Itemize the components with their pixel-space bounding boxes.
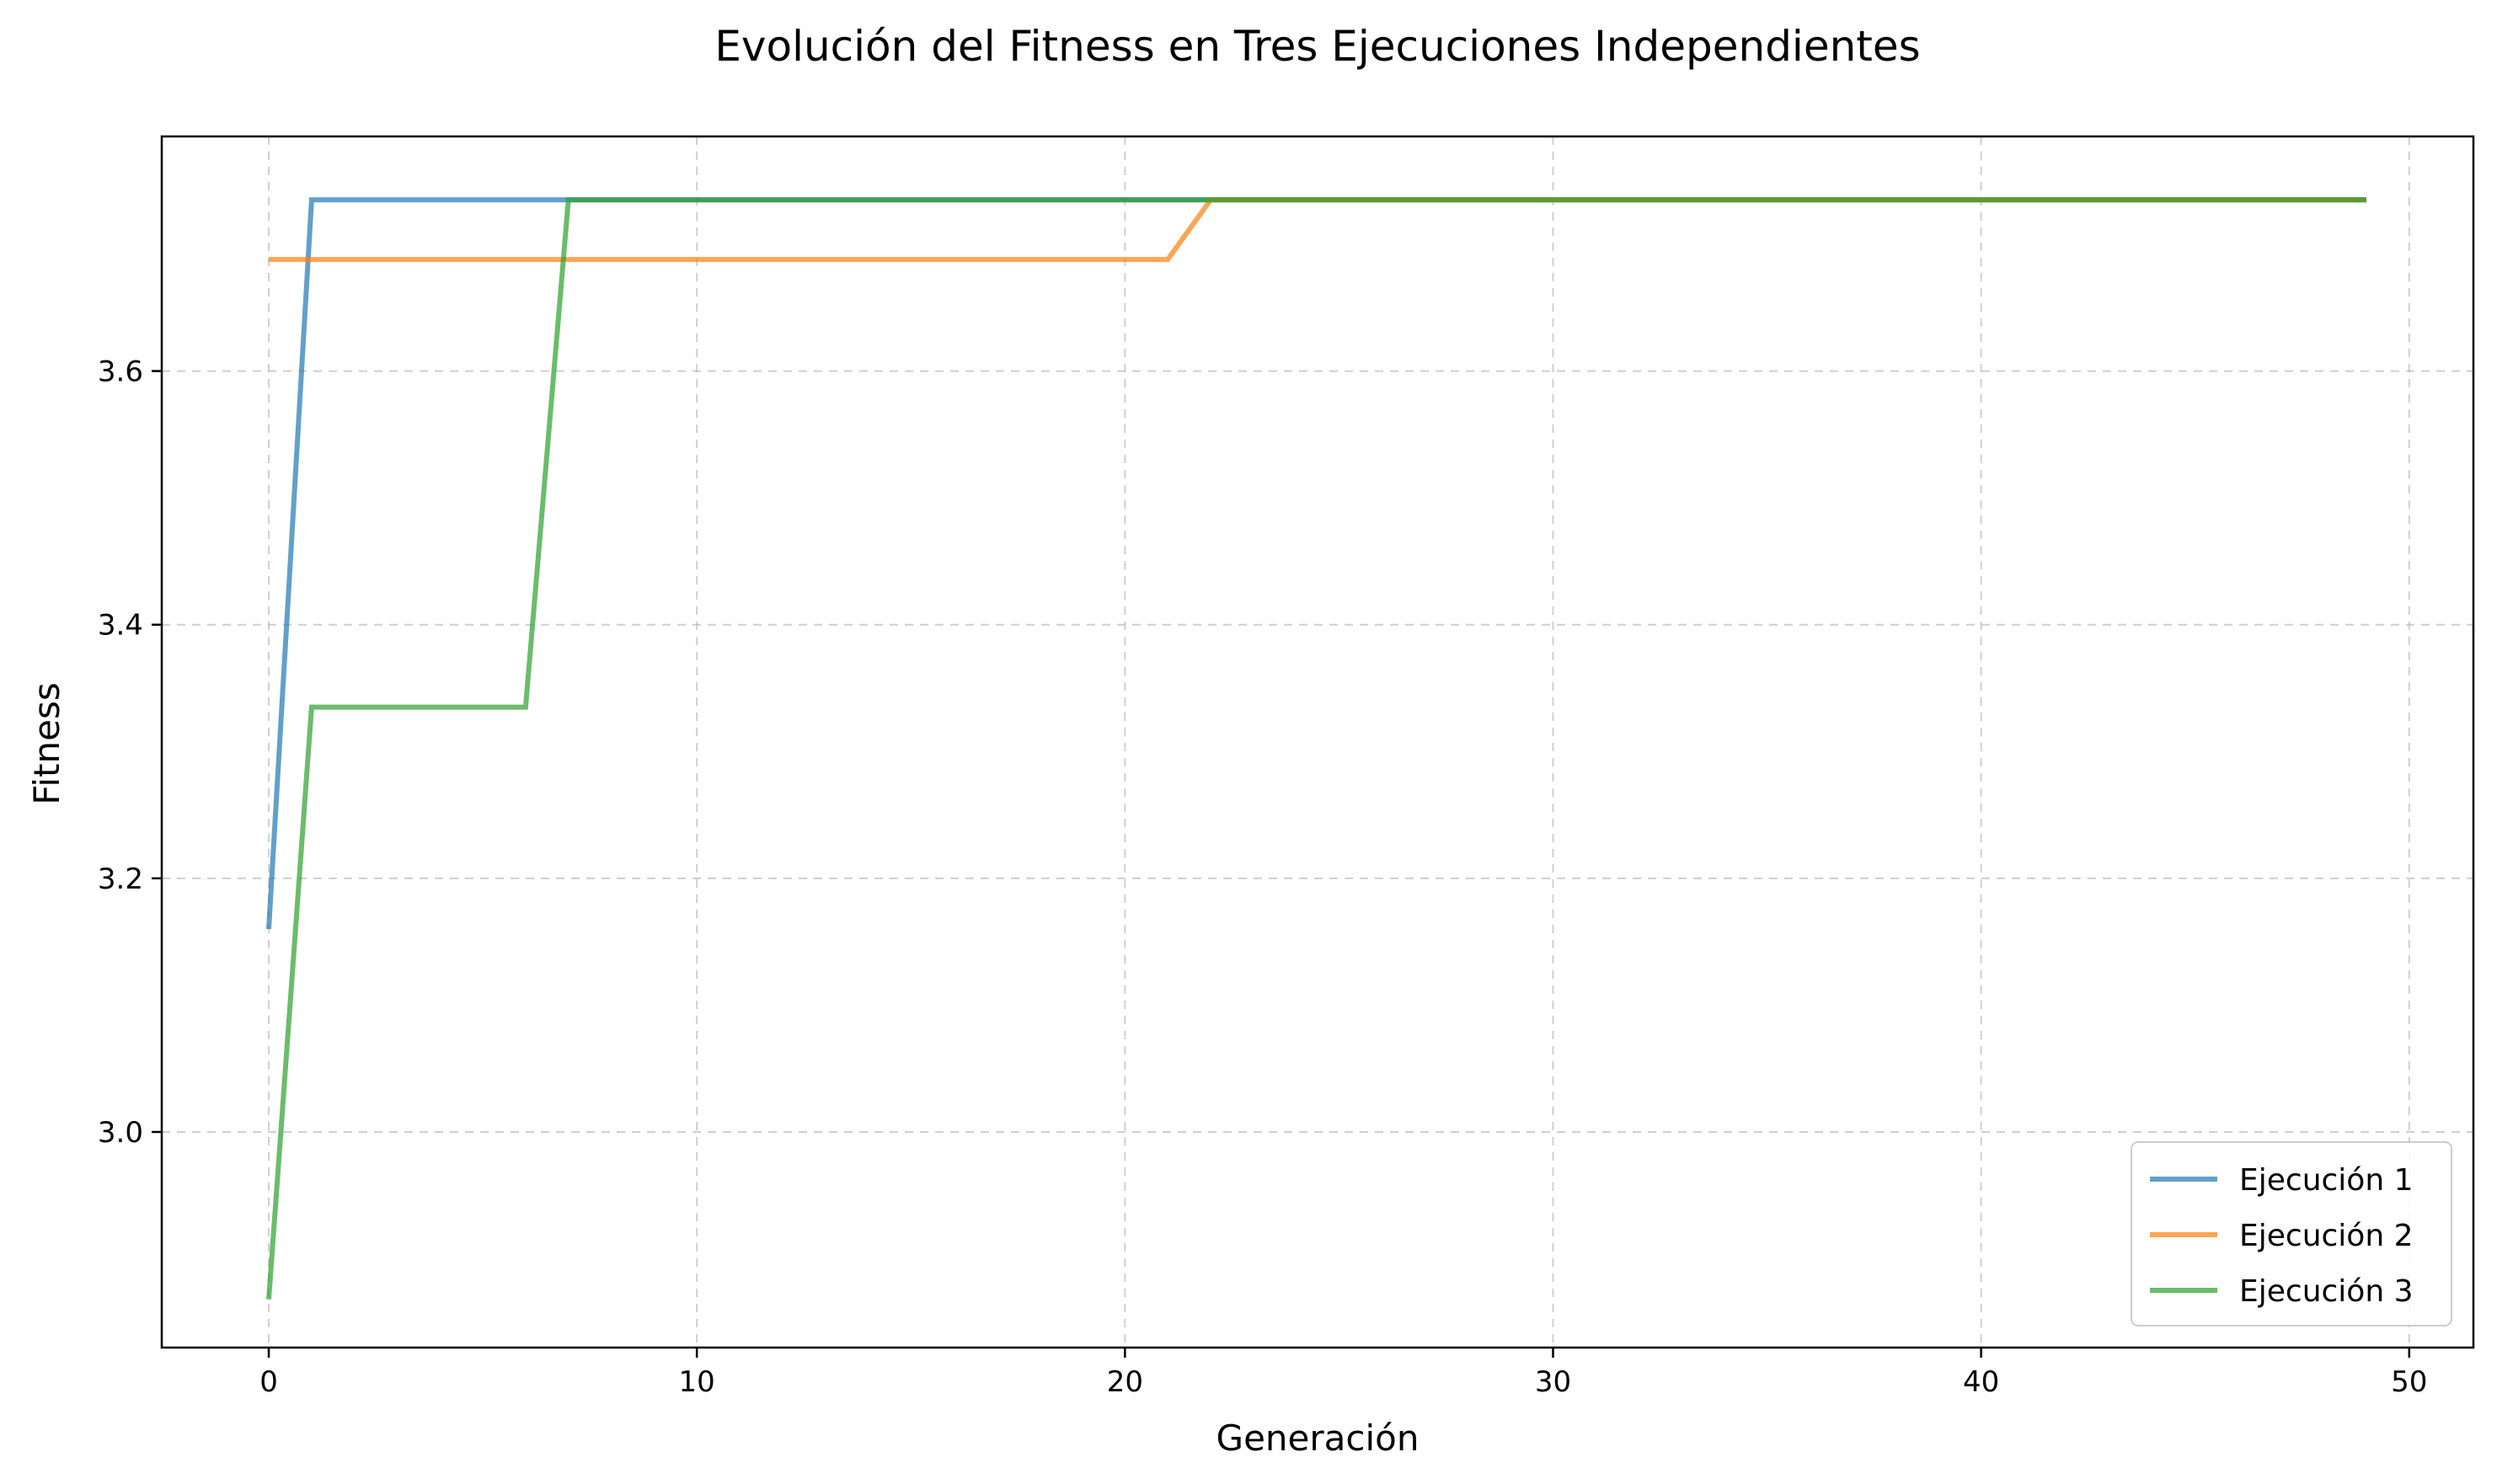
plot-area-frame — [160, 135, 2475, 1349]
y-tick-label: 3.6 — [98, 355, 143, 389]
legend-label-3: Ejecución 3 — [2239, 1274, 2414, 1309]
y-tick-label: 3.4 — [98, 609, 143, 643]
chart-title: Evolución del Fitness en Tres Ejecucione… — [714, 22, 1920, 71]
x-axis-label: Generación — [1216, 1417, 1420, 1459]
x-axis-ticks: 0 10 20 30 40 50 — [259, 1348, 2427, 1399]
x-tick-label: 40 — [1963, 1365, 1999, 1399]
x-tick-label: 10 — [679, 1365, 715, 1399]
x-tick-label: 50 — [2391, 1365, 2427, 1399]
legend-box — [2131, 1141, 2452, 1327]
y-tick-label: 3.2 — [98, 862, 143, 896]
x-tick-label: 0 — [259, 1365, 278, 1399]
legend: Ejecución 1 Ejecución 2 Ejecución 3 — [2131, 1141, 2452, 1327]
y-axis-ticks: 3.0 3.2 3.4 3.6 — [98, 355, 162, 1150]
legend-label-2: Ejecución 2 — [2239, 1219, 2414, 1253]
series-lines — [266, 197, 2366, 1300]
y-axis-label: Fitness — [26, 682, 67, 804]
legend-label-1: Ejecución 1 — [2239, 1163, 2414, 1198]
x-tick-label: 20 — [1107, 1365, 1143, 1399]
grid-lines — [162, 136, 2473, 1348]
y-tick-label: 3.0 — [98, 1116, 143, 1150]
series-line-ejecucion-3 — [266, 197, 2366, 1300]
x-tick-label: 30 — [1535, 1365, 1571, 1399]
